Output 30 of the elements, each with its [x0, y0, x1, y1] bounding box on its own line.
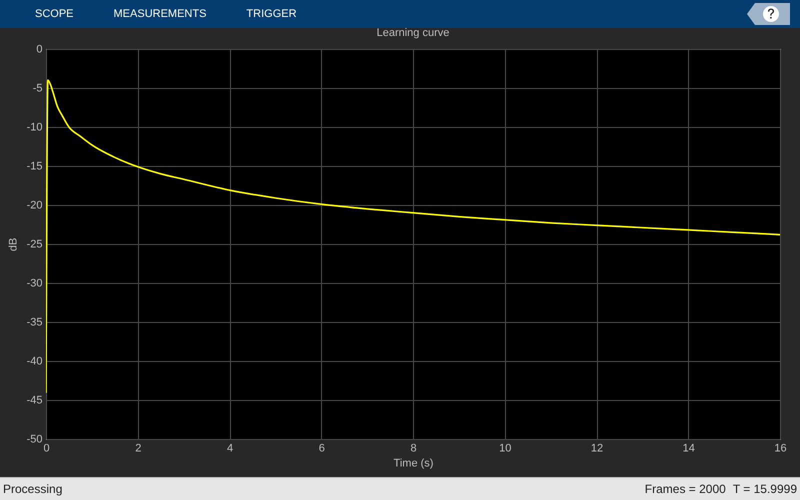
x-tick-label: 0	[43, 442, 50, 454]
text: Frames = 2000	[644, 482, 726, 496]
y-tick-label: -35	[26, 316, 42, 328]
x-tick-label: 10	[499, 442, 512, 454]
text: T = 15.9999	[732, 482, 797, 496]
y-tick-label: -25	[26, 238, 42, 250]
line-series	[46, 79, 780, 393]
y-tick-label: -40	[26, 356, 42, 368]
chart-title: Learning curve	[376, 27, 450, 39]
y-axis-title: dB	[8, 238, 20, 252]
x-tick-label: 6	[318, 442, 325, 454]
y-tick-label: -5	[32, 82, 42, 94]
x-tick-label: 2	[135, 442, 142, 454]
x-tick-label: 12	[590, 442, 604, 454]
y-tick-label: -10	[26, 122, 42, 134]
text: Processing	[3, 482, 62, 496]
y-tick-label: -15	[26, 160, 42, 172]
x-tick-label: 16	[774, 442, 787, 454]
text: MEASUREMENTS	[112, 8, 208, 20]
x-tick-label: 4	[226, 442, 234, 454]
x-axis-title: Time (s)	[394, 458, 434, 470]
y-tick-label: -30	[26, 278, 42, 290]
x-tick-label: 14	[682, 442, 695, 454]
y-tick-label: -45	[26, 394, 42, 406]
x-tick-label: 8	[410, 442, 417, 454]
y-tick-label: 0	[36, 44, 42, 56]
y-tick-label: -50	[26, 434, 42, 446]
y-tick-label: -20	[26, 200, 42, 212]
text: TRIGGER	[245, 8, 298, 20]
text: SCOPE	[34, 8, 75, 20]
